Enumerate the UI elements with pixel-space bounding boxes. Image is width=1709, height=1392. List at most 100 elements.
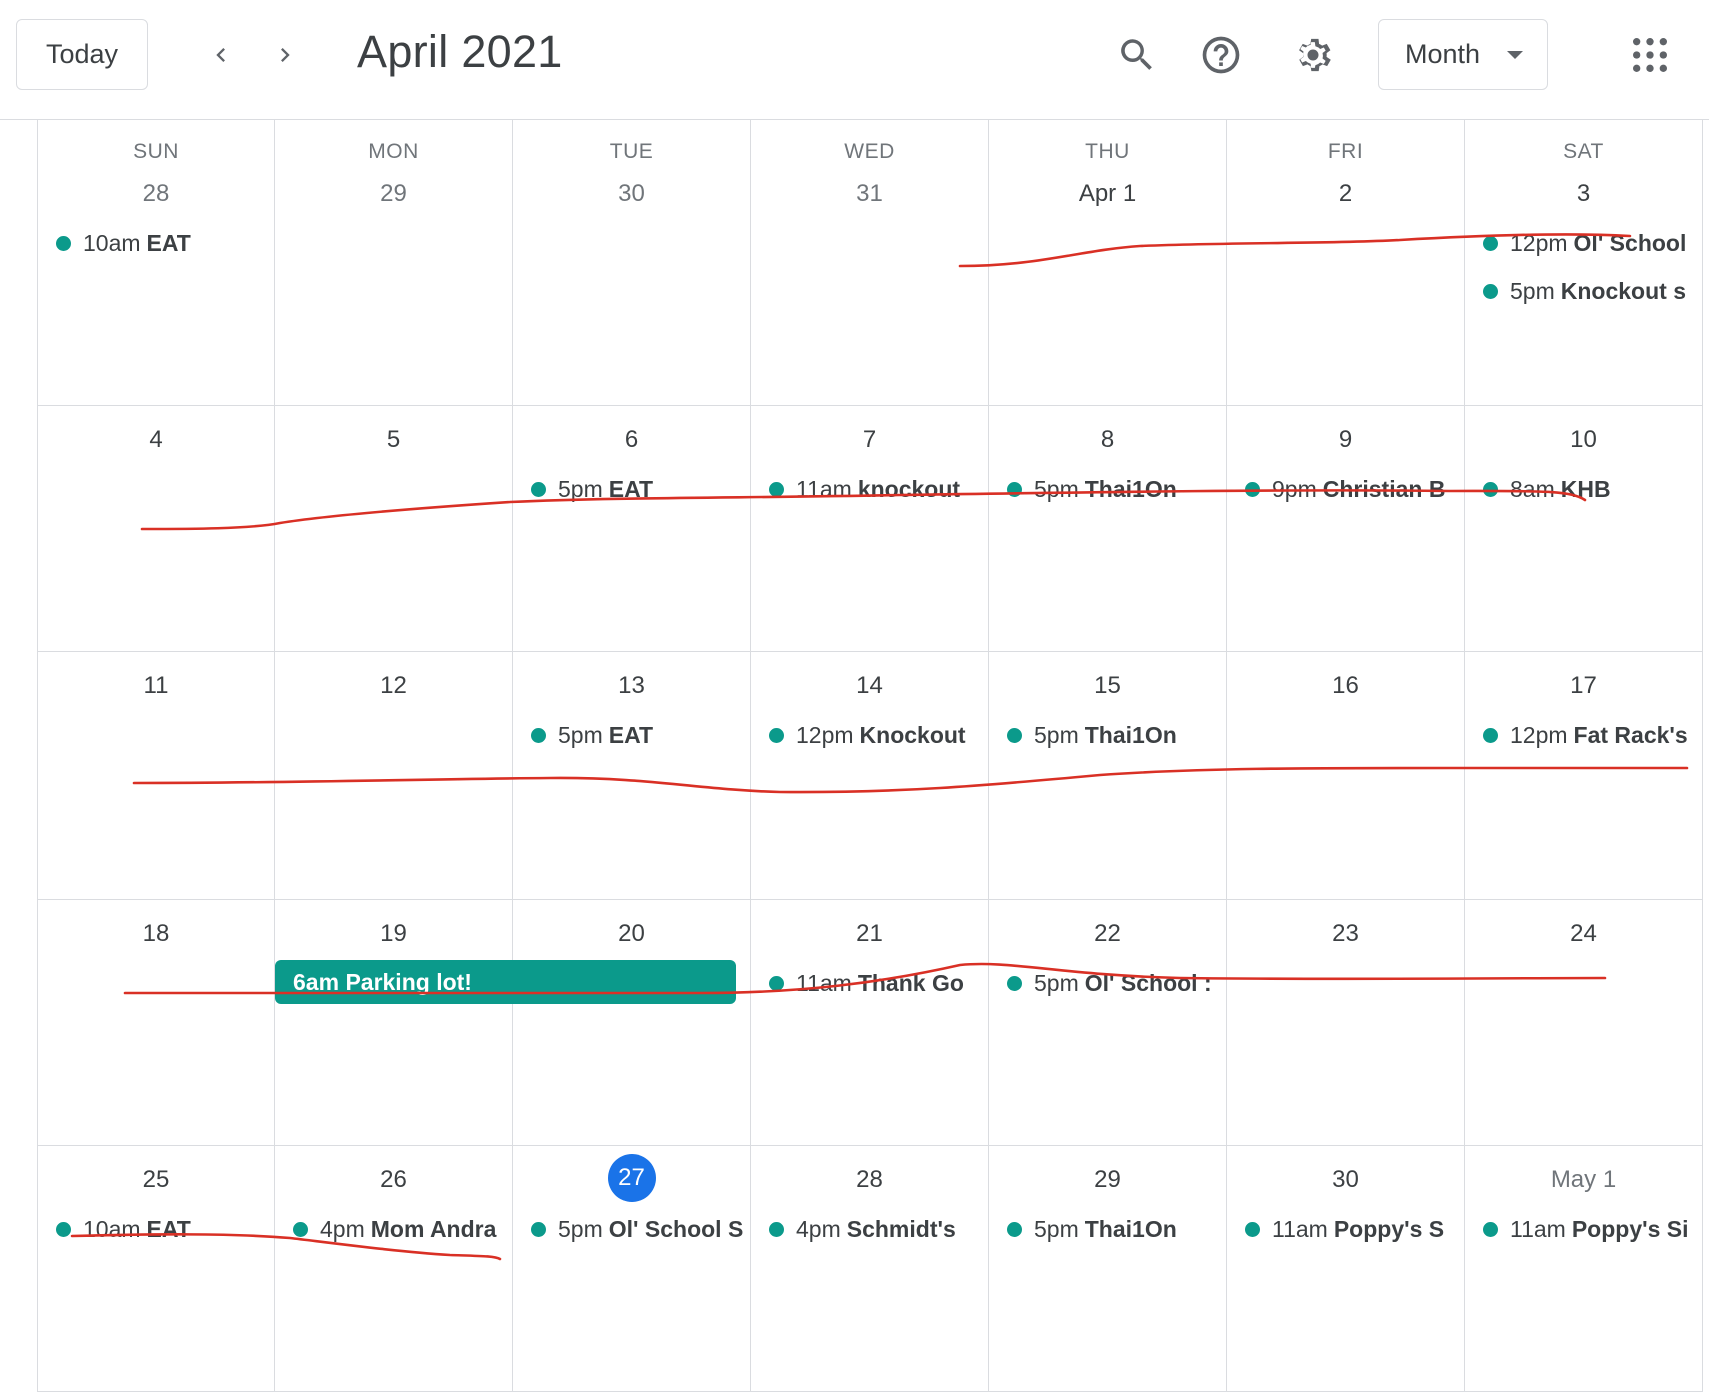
day-cell[interactable]: May 1 11am Poppy's Si bbox=[1465, 1146, 1703, 1392]
date-number[interactable]: 2 bbox=[1338, 180, 1353, 207]
date-number[interactable]: 24 bbox=[1570, 920, 1597, 947]
date-number[interactable]: 15 bbox=[1094, 672, 1121, 699]
day-cell[interactable]: 28 4pm Schmidt's bbox=[751, 1146, 989, 1392]
day-cell[interactable]: 7 11am knockout bbox=[751, 406, 989, 652]
day-cell[interactable]: 16 bbox=[1227, 652, 1465, 900]
date-number[interactable]: 9 bbox=[1338, 426, 1353, 453]
day-cell[interactable]: 21 11am Thank Go bbox=[751, 900, 989, 1146]
calendar-event[interactable]: 10am EAT bbox=[56, 1212, 268, 1246]
date-number[interactable]: 31 bbox=[856, 180, 883, 207]
today-date-number[interactable]: 27 bbox=[513, 1154, 750, 1202]
date-number[interactable]: 29 bbox=[380, 180, 407, 207]
date-number[interactable]: 30 bbox=[1332, 1166, 1359, 1193]
calendar-event[interactable]: 5pm Thai1On bbox=[1007, 472, 1220, 506]
date-number[interactable]: 5 bbox=[386, 426, 401, 453]
date-number[interactable]: 11 bbox=[143, 672, 169, 699]
calendar-event[interactable]: 5pm Thai1On bbox=[1007, 1212, 1220, 1246]
day-cell[interactable]: THU Apr 1 bbox=[989, 120, 1227, 406]
day-cell[interactable]: SAT 3 12pm Ol' School 5pm Knockout s bbox=[1465, 120, 1703, 406]
day-cell[interactable]: WED 31 bbox=[751, 120, 989, 406]
date-number[interactable]: 10 bbox=[1570, 426, 1597, 453]
day-cell[interactable]: 20 bbox=[513, 900, 751, 1146]
date-number[interactable]: 7 bbox=[862, 426, 877, 453]
day-cell[interactable]: 27 5pm Ol' School S bbox=[513, 1146, 751, 1392]
day-cell[interactable]: 5 bbox=[275, 406, 513, 652]
day-cell[interactable]: 12 bbox=[275, 652, 513, 900]
calendar-event[interactable]: 9pm Christian B bbox=[1245, 472, 1458, 506]
day-cell[interactable]: 15 5pm Thai1On bbox=[989, 652, 1227, 900]
calendar-event[interactable]: 5pm EAT bbox=[531, 472, 744, 506]
spanning-event[interactable]: 6am Parking lot! bbox=[275, 960, 736, 1004]
day-cell[interactable]: 8 5pm Thai1On bbox=[989, 406, 1227, 652]
date-number[interactable]: 19 bbox=[380, 920, 407, 947]
day-cell[interactable]: 14 12pm Knockout bbox=[751, 652, 989, 900]
next-month-button[interactable] bbox=[260, 30, 310, 80]
calendar-event[interactable]: 8am KHB bbox=[1483, 472, 1696, 506]
day-cell[interactable]: 6 5pm EAT bbox=[513, 406, 751, 652]
calendar-event[interactable]: 4pm Mom Andra bbox=[293, 1212, 506, 1246]
date-number[interactable]: Apr 1 bbox=[1078, 180, 1137, 207]
date-number[interactable]: 25 bbox=[142, 1166, 170, 1193]
day-cell[interactable]: 13 5pm EAT bbox=[513, 652, 751, 900]
day-cell[interactable]: MON 29 bbox=[275, 120, 513, 406]
date-number[interactable]: May 1 bbox=[1550, 1166, 1617, 1193]
day-cell[interactable]: 30 11am Poppy's S bbox=[1227, 1146, 1465, 1392]
day-cell[interactable]: TUE 30 bbox=[513, 120, 751, 406]
date-number[interactable]: 18 bbox=[142, 920, 170, 947]
calendar-event[interactable]: 12pm Fat Rack's bbox=[1483, 718, 1696, 752]
date-number[interactable]: 23 bbox=[1332, 920, 1359, 947]
day-cell[interactable]: 10 8am KHB bbox=[1465, 406, 1703, 652]
calendar-event[interactable]: 11am knockout bbox=[769, 472, 982, 506]
calendar-event[interactable]: 4pm Schmidt's bbox=[769, 1212, 982, 1246]
date-number[interactable]: 28 bbox=[142, 180, 170, 207]
date-number[interactable]: 20 bbox=[618, 920, 645, 947]
calendar-event[interactable]: 5pm Ol' School S bbox=[531, 1212, 744, 1246]
date-number[interactable]: 17 bbox=[1570, 672, 1597, 699]
day-cell[interactable]: 18 bbox=[37, 900, 275, 1146]
help-button[interactable] bbox=[1194, 28, 1248, 82]
date-number[interactable]: 29 bbox=[1094, 1166, 1121, 1193]
view-selector[interactable]: Month bbox=[1378, 19, 1548, 90]
day-cell[interactable]: 25 10am EAT bbox=[37, 1146, 275, 1392]
day-cell[interactable]: 22 5pm Ol' School : bbox=[989, 900, 1227, 1146]
day-cell[interactable]: 4 bbox=[37, 406, 275, 652]
day-cell[interactable]: 11 bbox=[37, 652, 275, 900]
calendar-event[interactable]: 12pm Knockout bbox=[769, 718, 982, 752]
date-number[interactable]: 28 bbox=[856, 1166, 883, 1193]
apps-button[interactable] bbox=[1623, 28, 1677, 82]
date-number[interactable]: 26 bbox=[380, 1166, 407, 1193]
date-number[interactable]: 14 bbox=[856, 672, 883, 699]
day-cell[interactable]: 17 12pm Fat Rack's bbox=[1465, 652, 1703, 900]
date-number[interactable]: 8 bbox=[1100, 426, 1115, 453]
calendar-event[interactable]: 5pm Ol' School : bbox=[1007, 966, 1220, 1000]
calendar-event[interactable]: 5pm Knockout s bbox=[1483, 274, 1696, 308]
date-number[interactable]: 6 bbox=[624, 426, 639, 453]
day-cell[interactable]: 9 9pm Christian B bbox=[1227, 406, 1465, 652]
today-button[interactable]: Today bbox=[16, 19, 148, 90]
day-cell[interactable]: 26 4pm Mom Andra bbox=[275, 1146, 513, 1392]
date-number[interactable]: 13 bbox=[618, 672, 645, 699]
date-number[interactable]: 12 bbox=[380, 672, 407, 699]
calendar-event[interactable]: 10am EAT bbox=[56, 226, 268, 260]
date-number[interactable]: 4 bbox=[149, 426, 163, 453]
date-number[interactable]: 22 bbox=[1094, 920, 1121, 947]
calendar-event[interactable]: 12pm Ol' School bbox=[1483, 226, 1696, 260]
day-cell[interactable]: 29 5pm Thai1On bbox=[989, 1146, 1227, 1392]
date-number[interactable]: 21 bbox=[856, 920, 883, 947]
calendar-event[interactable]: 11am Poppy's Si bbox=[1483, 1212, 1696, 1246]
date-number[interactable]: 16 bbox=[1332, 672, 1359, 699]
day-cell[interactable]: 19 bbox=[275, 900, 513, 1146]
day-cell[interactable]: FRI 2 bbox=[1227, 120, 1465, 406]
date-number[interactable]: 3 bbox=[1576, 180, 1591, 207]
day-cell[interactable]: SUN 28 10am EAT bbox=[37, 120, 275, 406]
day-cell[interactable]: 24 bbox=[1465, 900, 1703, 1146]
search-button[interactable] bbox=[1110, 28, 1164, 82]
calendar-event[interactable]: 5pm EAT bbox=[531, 718, 744, 752]
day-cell[interactable]: 23 bbox=[1227, 900, 1465, 1146]
settings-button[interactable] bbox=[1286, 28, 1340, 82]
calendar-event[interactable]: 5pm Thai1On bbox=[1007, 718, 1220, 752]
calendar-event[interactable]: 11am Thank Go bbox=[769, 966, 982, 1000]
date-number[interactable]: 30 bbox=[618, 180, 645, 207]
previous-month-button[interactable] bbox=[196, 30, 246, 80]
calendar-event[interactable]: 11am Poppy's S bbox=[1245, 1212, 1458, 1246]
